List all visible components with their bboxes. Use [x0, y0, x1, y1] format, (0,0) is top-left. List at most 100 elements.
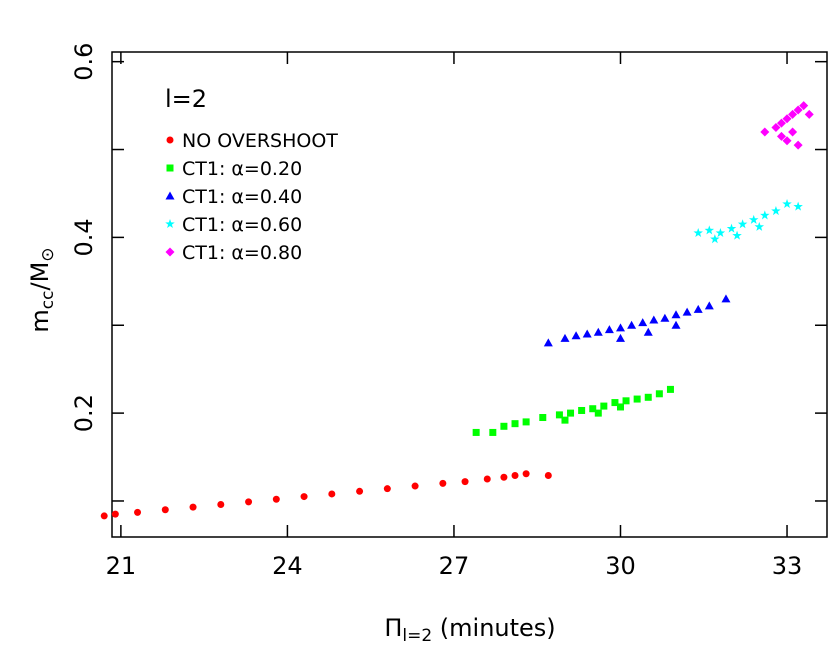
- point: [776, 131, 786, 141]
- legend-label: CT1: α=0.40: [182, 186, 302, 208]
- point: [754, 221, 765, 231]
- point: [633, 395, 641, 403]
- point: [300, 493, 308, 501]
- point: [693, 227, 703, 238]
- legend-label: CT1: α=0.20: [182, 158, 302, 180]
- legend-label: CT1: α=0.80: [182, 242, 302, 264]
- point: [543, 338, 553, 347]
- point: [522, 470, 530, 478]
- point: [161, 506, 169, 514]
- point: [544, 471, 552, 479]
- point: [461, 478, 469, 486]
- point: [693, 304, 703, 313]
- point: [793, 201, 803, 211]
- point: [649, 315, 659, 324]
- point: [682, 307, 692, 316]
- point: [615, 333, 625, 342]
- legend-marker: [165, 247, 175, 257]
- y-tick-label: 0.2: [70, 394, 98, 432]
- point: [111, 510, 119, 518]
- point: [616, 403, 624, 411]
- point: [793, 105, 803, 115]
- point: [799, 101, 809, 111]
- point: [511, 471, 519, 479]
- point: [411, 482, 419, 490]
- point: [715, 227, 726, 238]
- point: [660, 313, 670, 322]
- legend-marker: [166, 136, 174, 144]
- point: [571, 331, 581, 340]
- y-axis-label-part: ⊙: [38, 247, 58, 261]
- point: [522, 418, 530, 426]
- point: [782, 114, 792, 124]
- point: [615, 323, 625, 332]
- y-axis-label-part: /M: [26, 262, 54, 291]
- point: [600, 402, 608, 410]
- point: [217, 500, 225, 508]
- legend-label: CT1: α=0.60: [182, 214, 302, 236]
- point: [560, 333, 570, 342]
- point: [748, 214, 759, 224]
- point: [732, 230, 742, 240]
- point: [671, 320, 681, 329]
- point: [760, 210, 770, 220]
- point: [611, 399, 619, 407]
- point: [671, 310, 681, 319]
- point: [604, 325, 614, 334]
- point: [782, 199, 792, 209]
- legend-marker: [165, 219, 175, 229]
- point: [134, 508, 142, 516]
- point: [704, 301, 714, 310]
- point: [589, 405, 597, 413]
- point: [788, 109, 798, 119]
- point: [655, 390, 663, 398]
- point: [383, 485, 391, 493]
- point: [804, 109, 814, 119]
- point: [760, 127, 770, 137]
- x-tick-label: 21: [106, 552, 137, 580]
- y-tick-label: 0.4: [70, 218, 98, 256]
- point: [245, 498, 253, 506]
- point: [721, 294, 731, 303]
- x-tick-label: 24: [272, 552, 303, 580]
- point: [272, 495, 280, 503]
- point: [356, 487, 364, 495]
- point: [593, 327, 603, 336]
- point: [100, 512, 108, 520]
- point: [500, 473, 508, 481]
- point: [793, 140, 803, 150]
- point: [511, 420, 519, 428]
- point: [627, 320, 637, 329]
- point: [782, 136, 792, 146]
- legend-label: NO OVERSHOOT: [182, 130, 338, 152]
- y-axis-label-part: m: [26, 309, 54, 332]
- x-tick-label: 33: [772, 552, 803, 580]
- point: [483, 475, 491, 483]
- point: [489, 428, 497, 436]
- point: [555, 411, 563, 419]
- point: [594, 409, 602, 417]
- point: [567, 409, 575, 417]
- point: [788, 127, 798, 137]
- y-axis-label: mcc/M⊙: [26, 247, 58, 332]
- point: [582, 329, 592, 338]
- point: [771, 206, 781, 216]
- y-axis-label-part: cc: [38, 290, 58, 309]
- y-tick-label: 0.6: [70, 43, 98, 81]
- point: [578, 406, 586, 414]
- point: [439, 479, 447, 487]
- point: [737, 219, 748, 229]
- legend-marker: [165, 191, 175, 200]
- legend-marker: [166, 164, 174, 172]
- point: [472, 428, 480, 436]
- annotation: l=2: [165, 85, 207, 113]
- point: [539, 414, 547, 422]
- point: [561, 416, 569, 424]
- point: [771, 123, 781, 133]
- point: [644, 393, 652, 401]
- x-axis-label-part: (minutes): [432, 614, 556, 642]
- point: [622, 397, 630, 405]
- point: [704, 225, 715, 235]
- x-tick-label: 27: [439, 552, 470, 580]
